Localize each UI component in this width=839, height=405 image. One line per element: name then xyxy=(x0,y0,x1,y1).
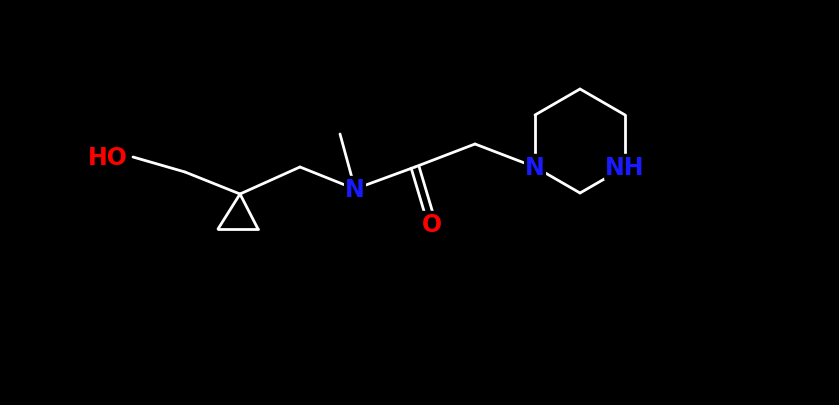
Text: HO: HO xyxy=(88,146,128,170)
Text: N: N xyxy=(345,177,365,202)
Text: NH: NH xyxy=(605,156,645,179)
Text: O: O xyxy=(422,213,442,237)
Text: N: N xyxy=(525,156,545,179)
